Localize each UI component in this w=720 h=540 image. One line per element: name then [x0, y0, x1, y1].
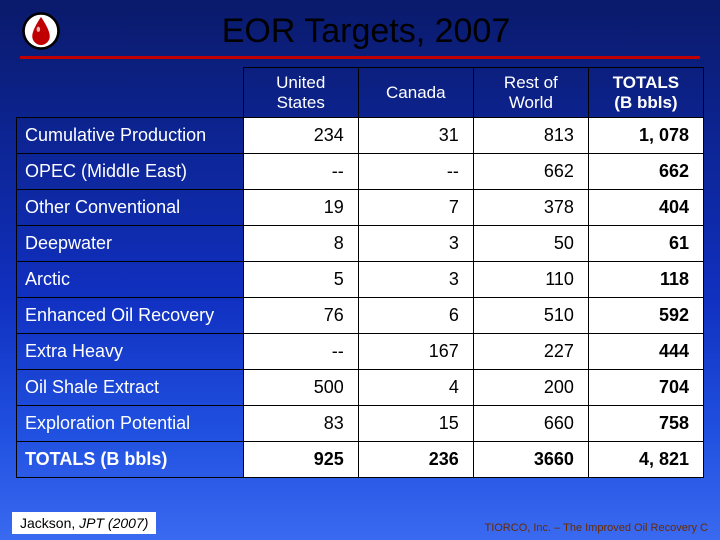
table-row: Oil Shale Extract5004200704: [17, 370, 704, 406]
cell: 8: [243, 226, 358, 262]
row-label: Cumulative Production: [17, 118, 244, 154]
table-row: Cumulative Production234318131, 078: [17, 118, 704, 154]
col-header-blank: [17, 68, 244, 118]
cell: 5: [243, 262, 358, 298]
row-label: Deepwater: [17, 226, 244, 262]
cell: --: [243, 154, 358, 190]
row-label: Exploration Potential: [17, 406, 244, 442]
table-row: TOTALS (B bbls)92523636604, 821: [17, 442, 704, 478]
company-credit: TIORCO, Inc. – The Improved Oil Recovery…: [484, 522, 708, 534]
cell: 200: [473, 370, 588, 406]
cell: 510: [473, 298, 588, 334]
table-body: Cumulative Production234318131, 078OPEC …: [17, 118, 704, 478]
footer: Jackson, JPT (2007) TIORCO, Inc. – The I…: [0, 512, 720, 534]
row-label: Other Conventional: [17, 190, 244, 226]
row-label: Oil Shale Extract: [17, 370, 244, 406]
table-row: Enhanced Oil Recovery766510592: [17, 298, 704, 334]
cell: 7: [358, 190, 473, 226]
title-row: EOR Targets, 2007: [0, 0, 720, 52]
cell: 3: [358, 262, 473, 298]
table-row: Arctic53110118: [17, 262, 704, 298]
table-row: Deepwater835061: [17, 226, 704, 262]
cell: 61: [588, 226, 703, 262]
cell: 6: [358, 298, 473, 334]
table-row: Other Conventional197378404: [17, 190, 704, 226]
cell: 758: [588, 406, 703, 442]
table-row: Exploration Potential8315660758: [17, 406, 704, 442]
cell: 813: [473, 118, 588, 154]
col-header: UnitedStates: [243, 68, 358, 118]
citation-source: JPT (2007): [79, 515, 148, 531]
citation: Jackson, JPT (2007): [12, 512, 156, 534]
cell: 925: [243, 442, 358, 478]
cell: 31: [358, 118, 473, 154]
cell: 83: [243, 406, 358, 442]
cell: 76: [243, 298, 358, 334]
eor-table-wrap: UnitedStatesCanadaRest ofWorldTOTALS(B b…: [16, 67, 704, 478]
row-label: Arctic: [17, 262, 244, 298]
cell: 15: [358, 406, 473, 442]
table-head: UnitedStatesCanadaRest ofWorldTOTALS(B b…: [17, 68, 704, 118]
cell: 19: [243, 190, 358, 226]
cell: 227: [473, 334, 588, 370]
table-row: OPEC (Middle East)----662662: [17, 154, 704, 190]
cell: 4, 821: [588, 442, 703, 478]
cell: 592: [588, 298, 703, 334]
cell: --: [243, 334, 358, 370]
cell: 118: [588, 262, 703, 298]
slide-title: EOR Targets, 2007: [74, 12, 700, 51]
citation-author: Jackson,: [20, 515, 79, 531]
cell: 50: [473, 226, 588, 262]
cell: 3: [358, 226, 473, 262]
oil-drop-logo-icon: [20, 10, 62, 52]
cell: 3660: [473, 442, 588, 478]
row-label: OPEC (Middle East): [17, 154, 244, 190]
cell: 660: [473, 406, 588, 442]
table-row: Extra Heavy--167227444: [17, 334, 704, 370]
cell: 234: [243, 118, 358, 154]
cell: 1, 078: [588, 118, 703, 154]
col-header: Rest ofWorld: [473, 68, 588, 118]
col-header: Canada: [358, 68, 473, 118]
row-label: Enhanced Oil Recovery: [17, 298, 244, 334]
cell: 378: [473, 190, 588, 226]
row-label: TOTALS (B bbls): [17, 442, 244, 478]
cell: 236: [358, 442, 473, 478]
slide: EOR Targets, 2007 UnitedStatesCanadaRest…: [0, 0, 720, 540]
cell: 444: [588, 334, 703, 370]
cell: 110: [473, 262, 588, 298]
title-underline: [20, 56, 700, 59]
eor-table: UnitedStatesCanadaRest ofWorldTOTALS(B b…: [16, 67, 704, 478]
cell: 500: [243, 370, 358, 406]
row-label: Extra Heavy: [17, 334, 244, 370]
cell: 704: [588, 370, 703, 406]
cell: 404: [588, 190, 703, 226]
cell: 662: [473, 154, 588, 190]
cell: 167: [358, 334, 473, 370]
col-header: TOTALS(B bbls): [588, 68, 703, 118]
cell: --: [358, 154, 473, 190]
cell: 662: [588, 154, 703, 190]
cell: 4: [358, 370, 473, 406]
